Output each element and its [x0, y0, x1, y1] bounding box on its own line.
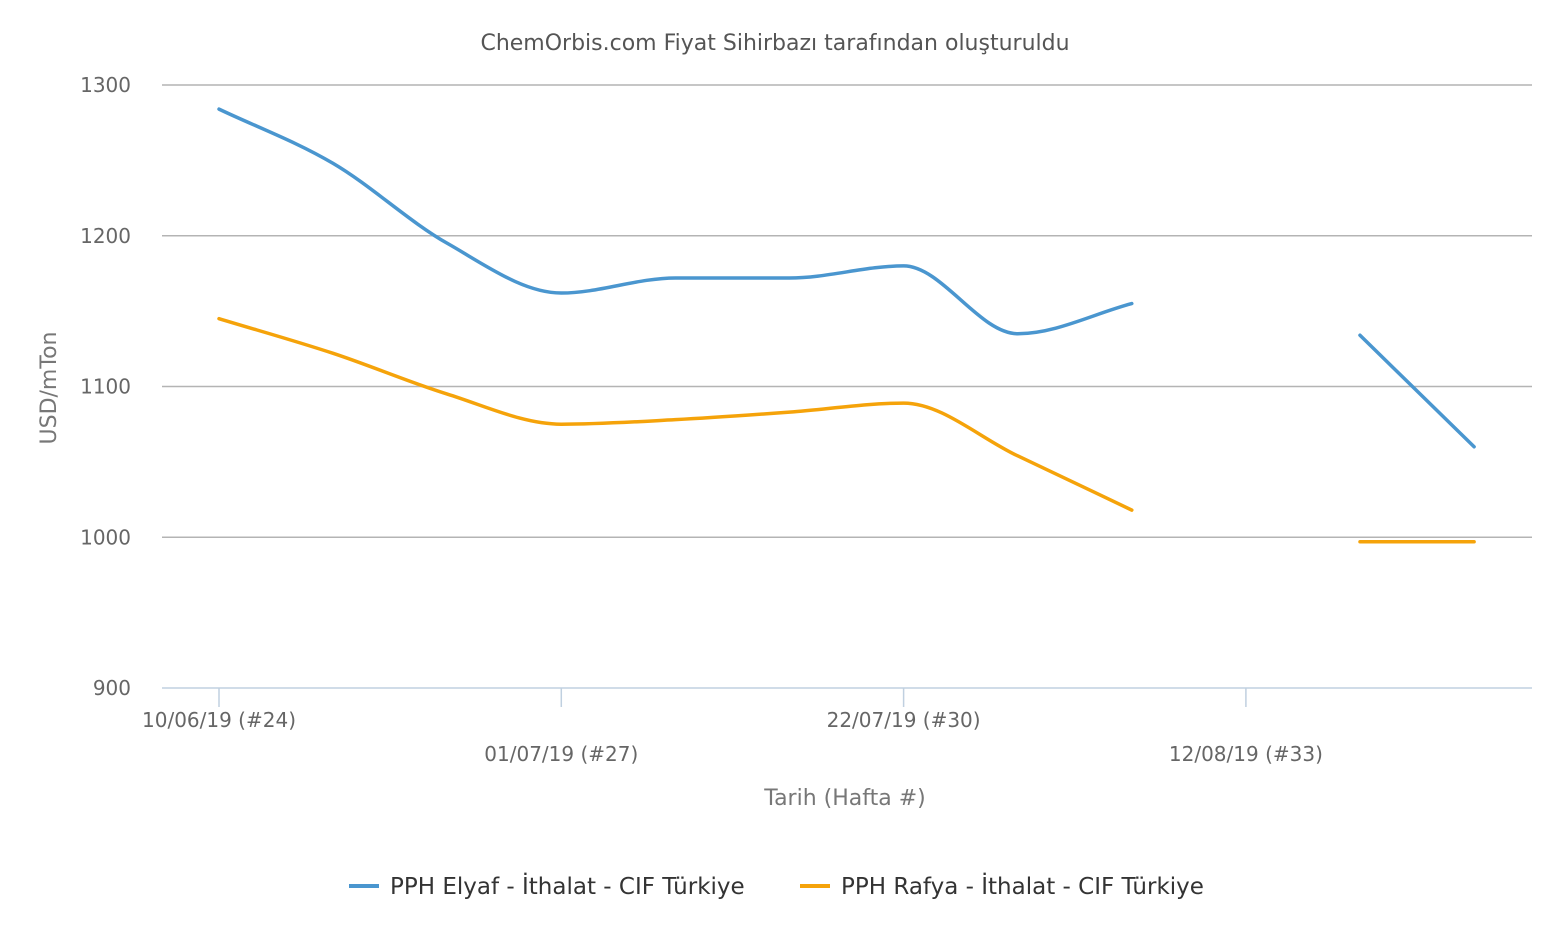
y-tick-labels: 1300 1200 1100 1000 900: [80, 73, 131, 700]
legend-label: PPH Rafya - İthalat - CIF Türkiye: [841, 872, 1204, 900]
y-tick-label: 1300: [80, 73, 131, 97]
series-lines: [217, 107, 1476, 544]
grid-lines: [162, 84, 1532, 538]
chart-title: ChemOrbis.com Fiyat Sihirbazı tarafından…: [480, 31, 1069, 56]
legend-item-1[interactable]: PPH Elyaf - İthalat - CIF Türkiye: [349, 872, 745, 900]
x-tick-label: 12/08/19 (#33): [1169, 742, 1323, 766]
y-tick-label: 1000: [80, 525, 131, 549]
x-tick-label: 22/07/19 (#30): [827, 708, 981, 732]
series-line-1: [217, 107, 1134, 336]
y-tick-label: 1200: [80, 224, 131, 248]
y-tick-label: 1100: [80, 375, 131, 399]
legend-item-2[interactable]: PPH Rafya - İthalat - CIF Türkiye: [800, 872, 1204, 900]
y-axis-title: USD/mTon: [37, 332, 62, 445]
x-tick-label: 10/06/19 (#24): [142, 708, 296, 732]
series-line-2: [217, 316, 1134, 512]
x-tick-label: 01/07/19 (#27): [484, 742, 638, 766]
series-line-1: [1358, 333, 1476, 449]
x-axis-title: Tarih (Hafta #): [763, 786, 925, 811]
x-axis: 10/06/19 (#24) 01/07/19 (#27) 22/07/19 (#3…: [142, 687, 1532, 766]
y-tick-label: 900: [93, 676, 131, 700]
legend[interactable]: PPH Elyaf - İthalat - CIF Türkiye PPH Raf…: [349, 872, 1204, 900]
legend-label: PPH Elyaf - İthalat - CIF Türkiye: [390, 872, 745, 900]
